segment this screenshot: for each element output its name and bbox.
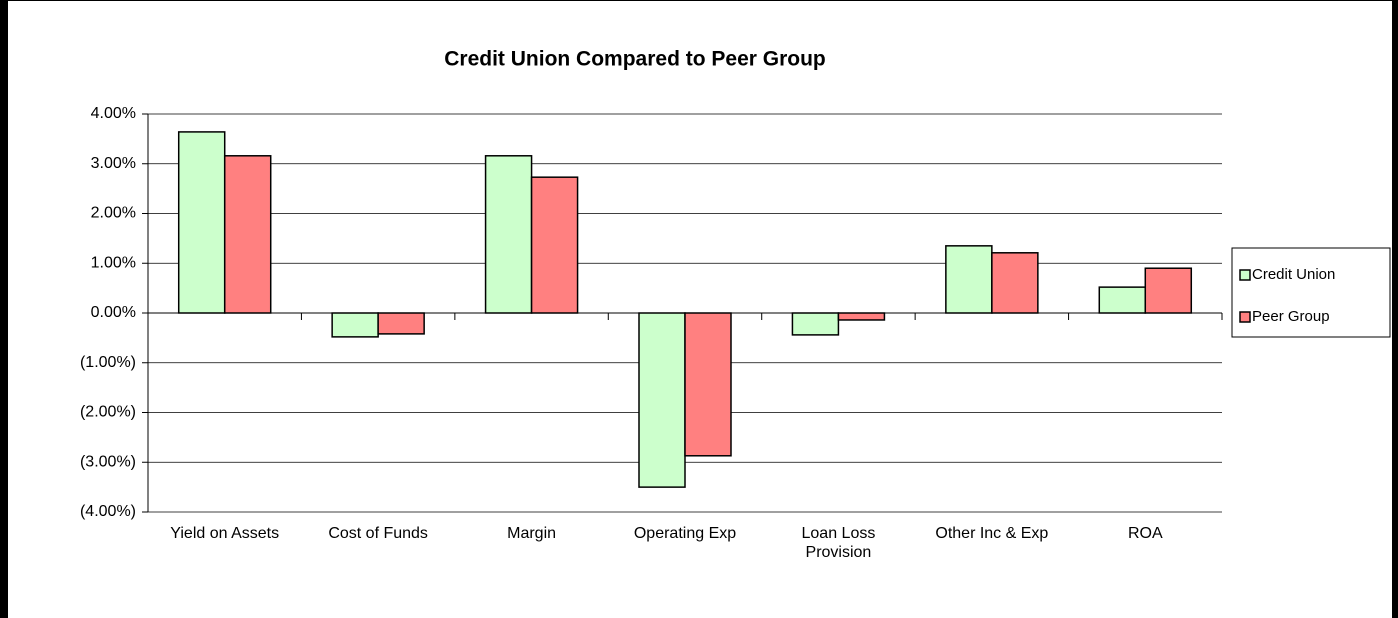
bar [1144,267,1193,314]
legend-swatch [1239,269,1251,281]
y-tick-label: 1.00% [91,254,136,271]
y-tick-label: (1.00%) [80,354,136,371]
x-tick-label-box: Margin [507,525,557,542]
right-border [1392,0,1398,618]
x-tick-label: Margin [507,525,557,542]
bar [991,252,1039,314]
bar [331,312,379,338]
x-tick-label: Cost of Funds [328,525,428,542]
legend-swatch [1239,311,1251,323]
bar [837,312,886,321]
x-tick-label: Yield on Assets [170,525,280,542]
y-tick-label: 3.00% [91,155,136,172]
bar [1098,286,1147,314]
x-tick-label: Other Inc & Exp [935,525,1049,542]
x-tick-label-box: Operating Exp [633,525,737,542]
y-tick-label: 4.00% [91,105,136,122]
bar [530,176,579,314]
bar [684,312,732,457]
x-tick-label: Loan Loss Provision [801,525,876,561]
x-tick-label: Operating Exp [633,525,737,542]
bar [223,155,272,314]
y-tick-label: (3.00%) [80,453,136,470]
x-tick-label-box: Cost of Funds [328,525,428,542]
x-tick-label-box: Yield on Assets [170,525,280,542]
bar [484,155,533,314]
x-tick-label: ROA [1127,525,1163,542]
bar [791,312,840,336]
bar [177,131,226,314]
bar [638,312,686,488]
legend-label: Peer Group [1252,308,1330,325]
bar [945,245,993,314]
bar [377,312,425,335]
left-border [0,0,8,618]
y-tick-label: 0.00% [91,304,136,321]
x-tick-label-box: Other Inc & Exp [935,525,1049,542]
chart-title: Credit Union Compared to Peer Group [444,48,826,71]
legend-label: Credit Union [1252,266,1335,283]
y-tick-label: (2.00%) [80,404,136,421]
y-tick-label: 2.00% [91,205,136,222]
x-tick-label-box: ROA [1127,525,1163,542]
legend-box [1231,247,1391,338]
x-tick-label-box: Loan Loss Provision [801,525,876,561]
y-tick-label: (4.00%) [80,503,136,520]
